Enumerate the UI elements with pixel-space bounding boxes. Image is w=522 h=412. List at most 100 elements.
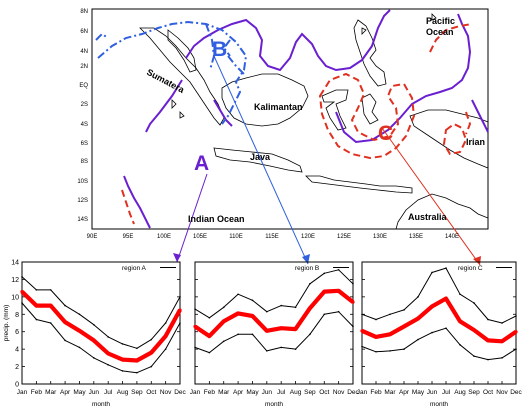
y-tick-label: 0 [15, 382, 19, 389]
purple-contour-far-east [471, 99, 489, 133]
maluku-coast [361, 93, 379, 125]
plot-frame [361, 261, 517, 385]
mean-line [361, 296, 518, 344]
y-tick-label: 2 [15, 364, 19, 371]
data-point [403, 348, 405, 350]
data-point [515, 315, 517, 317]
lat-tick-label: 4N [80, 49, 88, 55]
y-axis-label: precip. (mm) [3, 305, 10, 341]
lower-line [21, 302, 181, 374]
arrows [173, 55, 481, 266]
data-point [375, 350, 377, 353]
malaya-coast [167, 29, 197, 73]
data-point [514, 330, 518, 334]
y-tick-label: 14 [11, 260, 19, 267]
data-point [35, 289, 38, 291]
pacific-ocean-label: Pacific Ocean [426, 16, 458, 37]
data-point [458, 319, 462, 323]
data-point [265, 329, 269, 333]
map: 8N 6N 4N 2N EQ 2S 4S 6S 8S 10S 12S 14S 9… [77, 8, 489, 266]
x-tick-label: Jan [17, 389, 28, 396]
data-point [222, 306, 225, 309]
pacific-ocean-line-2: Ocean [426, 27, 454, 37]
data-point [63, 320, 67, 324]
data-point [164, 334, 168, 338]
x-tick-label: Jul [442, 389, 451, 396]
lower-line [361, 327, 517, 361]
x-tick-label: Feb [31, 389, 43, 396]
data-point [49, 289, 52, 291]
legend-label: region A [122, 265, 147, 272]
lat-tick-label: 8N [80, 9, 88, 15]
data-point [431, 271, 433, 274]
data-point [323, 313, 326, 316]
x-tick-label: Jul [277, 389, 286, 396]
data-point [208, 316, 211, 319]
data-point [150, 365, 153, 368]
x-tick-label: Nov [496, 389, 508, 396]
data-point [459, 293, 461, 296]
data-point [64, 304, 66, 307]
data-point [207, 334, 211, 338]
x-tick-label: Jun [89, 389, 100, 396]
arrow-c [381, 127, 481, 266]
x-tick-label: Oct [483, 389, 493, 396]
blue-dashdot-contour [95, 20, 248, 125]
data-point [375, 318, 377, 321]
data-point [417, 338, 419, 341]
java-label: Java [250, 152, 271, 162]
irian-label: Irian [466, 137, 485, 147]
data-point [308, 306, 312, 310]
data-point [250, 314, 255, 318]
data-point [352, 325, 354, 328]
arrow-a [176, 173, 208, 263]
contours [95, 9, 489, 229]
lower-line [194, 311, 354, 354]
small-islands [171, 13, 437, 119]
x-tick-label: Nov [160, 389, 172, 396]
map-frame [91, 8, 489, 230]
x-tick-label: Feb [204, 389, 216, 396]
data-point [20, 290, 24, 294]
data-point [351, 300, 355, 304]
islands-coast [305, 175, 413, 194]
upper-line [361, 267, 517, 324]
x-tick-label: Jun [427, 389, 438, 396]
data-point [473, 302, 475, 304]
data-point [77, 329, 82, 333]
x-tick-label: Mar [45, 389, 57, 396]
lat-ticks: 8N 6N 4N 2N EQ 2S 4S 6S 8S 10S 12S 14S [77, 9, 88, 223]
data-point [237, 333, 239, 336]
x-tick-label: May [73, 389, 86, 396]
data-point [486, 338, 490, 343]
legend-label: region B [295, 265, 319, 272]
data-point [49, 303, 53, 308]
data-point [78, 346, 81, 349]
x-tick-label: Jan [190, 389, 201, 396]
data-point [194, 346, 196, 349]
x-tick-label: Sep [468, 389, 480, 396]
lon-tick-label: 110E [229, 234, 243, 240]
x-tick-label: May [412, 389, 425, 396]
indian-ocean-label: Indian Ocean [188, 214, 245, 224]
lat-tick-label: 10S [77, 179, 88, 185]
data-point [164, 322, 167, 324]
data-point [417, 296, 419, 298]
x-tick-label: Aug [117, 389, 129, 396]
x-tick-label: May [246, 389, 259, 396]
data-point [515, 348, 517, 350]
data-point [501, 357, 503, 359]
arrow-b [213, 55, 309, 265]
mean-line [193, 288, 355, 339]
sulawesi-coast [321, 89, 349, 131]
lon-tick-label: 140E [445, 234, 459, 240]
x-tick-label: Feb [370, 389, 382, 396]
lat-tick-label: 4S [81, 122, 88, 128]
data-point [388, 332, 392, 336]
data-point [93, 357, 95, 359]
data-point [294, 348, 297, 350]
data-point [251, 333, 254, 336]
x-tick-label: Dec [510, 389, 522, 396]
data-point [293, 327, 298, 331]
data-point [352, 282, 354, 285]
